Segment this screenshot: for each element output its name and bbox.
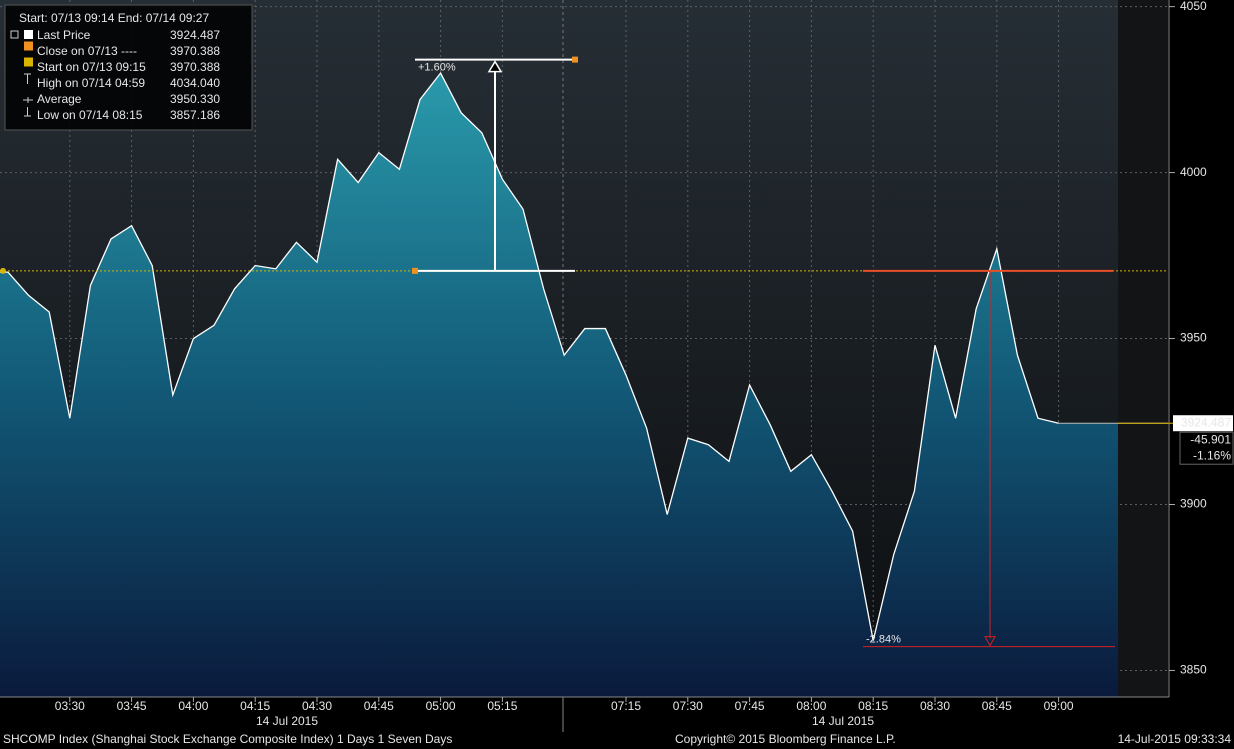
drop-label: -2.84% — [866, 634, 901, 646]
y-tick-label: 4000 — [1180, 165, 1207, 179]
x-tick-label: 08:00 — [796, 699, 826, 713]
x-tick-label: 09:00 — [1044, 699, 1074, 713]
drop-arrowhead — [984, 636, 996, 647]
last-price-box — [1173, 415, 1233, 432]
legend-swatch — [24, 41, 33, 51]
y-tick-label: 3900 — [1180, 497, 1207, 511]
y-tick-label: 4050 — [1180, 0, 1207, 13]
legend-value: 3857.186 — [170, 108, 220, 122]
measure-arrowhead — [487, 60, 503, 73]
x-tick-label: 04:30 — [302, 699, 332, 713]
date-label: 14 Jul 2015 — [256, 714, 318, 728]
legend-name: Average — [37, 92, 82, 106]
measure-handle — [572, 56, 578, 63]
x-tick-label: 07:30 — [673, 699, 703, 713]
legend-icon — [23, 97, 33, 103]
legend-name: Close on 07/13 ---- — [37, 44, 137, 58]
legend-swatch — [24, 30, 33, 39]
y-tick-label: 3850 — [1180, 663, 1207, 677]
change-pct-label: -1.16% — [1193, 448, 1231, 462]
x-tick-label: 07:45 — [735, 699, 765, 713]
change-box — [1179, 431, 1234, 465]
legend-icon — [24, 107, 31, 117]
price-line — [0, 71, 1059, 641]
x-tick-label: 05:15 — [487, 699, 517, 713]
x-tick-label: 04:15 — [240, 699, 270, 713]
axis-panel — [1168, 0, 1234, 749]
x-tick-label: 03:30 — [55, 699, 85, 713]
legend-value: 3950.330 — [170, 92, 220, 106]
legend-value: 4034.040 — [170, 76, 220, 90]
x-tick-label: 03:45 — [117, 699, 147, 713]
x-tick-label: 04:00 — [178, 699, 208, 713]
legend-value: 3924.487 — [170, 28, 220, 42]
legend-icon — [10, 30, 19, 39]
legend-icon — [24, 73, 31, 84]
footer-right: 14-Jul-2015 09:33:34 — [1118, 732, 1232, 746]
y-tick-label: 3950 — [1180, 331, 1207, 345]
x-tick-label: 07:15 — [611, 699, 641, 713]
legend-name: Last Price — [37, 28, 91, 42]
legend: Start: 07/13 09:14 End: 07/14 09:27 Last… — [4, 4, 253, 131]
legend-name: High on 07/14 04:59 — [37, 76, 145, 90]
legend-swatch — [24, 57, 33, 67]
footer-center: Copyright© 2015 Bloomberg Finance L.P. — [675, 732, 896, 746]
measure-label: +1.60% — [418, 62, 456, 74]
x-tick-label: 04:45 — [364, 699, 394, 713]
plot-future — [1118, 0, 1168, 697]
close-marker — [0, 267, 6, 274]
date-label: 14 Jul 2015 — [812, 714, 874, 728]
area-fill — [0, 73, 1118, 698]
measure-handle — [412, 267, 418, 274]
legend-header: Start: 07/13 09:14 End: 07/14 09:27 — [19, 11, 209, 25]
legend-name: Start on 07/13 09:15 — [37, 60, 146, 74]
x-tick-label: 05:00 — [426, 699, 456, 713]
x-tick-label: 08:45 — [982, 699, 1012, 713]
legend-value: 3970.388 — [170, 60, 220, 74]
x-tick-label: 08:15 — [858, 699, 888, 713]
legend-box — [4, 4, 253, 131]
x-axis-panel — [0, 697, 1168, 749]
last-price-label: 3924.487 — [1181, 415, 1231, 429]
change-label: -45.901 — [1190, 432, 1231, 446]
legend-value: 3970.388 — [170, 44, 220, 58]
legend-name: Low on 07/14 08:15 — [37, 108, 143, 122]
footer-left: SHCOMP Index (Shanghai Stock Exchange Co… — [3, 732, 452, 746]
x-tick-label: 08:30 — [920, 699, 950, 713]
